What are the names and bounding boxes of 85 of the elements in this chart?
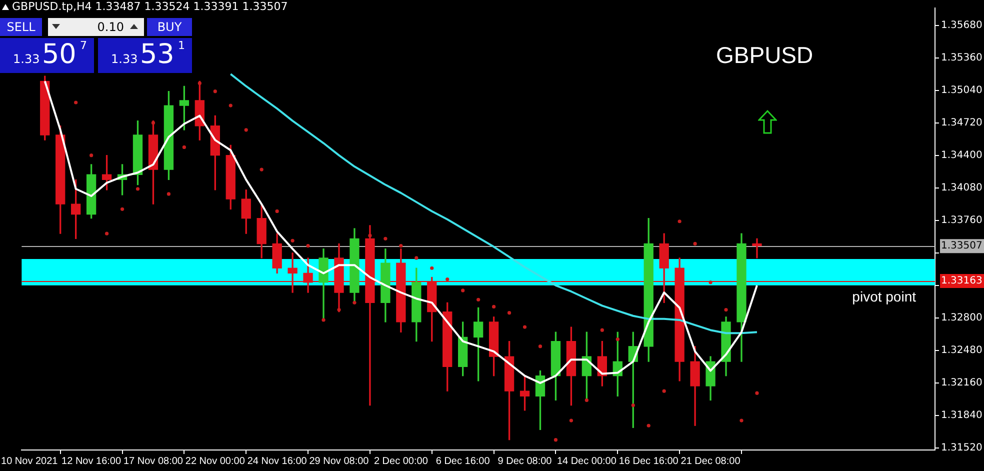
point	[430, 266, 434, 270]
x-tick-label: 14 Dec 00:00	[556, 456, 617, 467]
point	[120, 207, 124, 211]
point	[244, 128, 248, 132]
y-tick-label: 1.34720	[941, 117, 982, 128]
point	[74, 100, 78, 104]
point	[724, 308, 728, 312]
x-tick-label: 29 Nov 08:00	[309, 456, 370, 467]
annotation: 1.33	[111, 52, 138, 66]
point	[368, 234, 372, 238]
annotation: 53	[140, 38, 174, 72]
point	[136, 187, 140, 191]
y-tick-label: 1.35040	[941, 84, 982, 96]
candlestick	[752, 238, 762, 258]
point	[708, 280, 712, 284]
ref-line-label: 1.33163	[941, 276, 982, 287]
ref-line-label: 1.33507	[941, 240, 982, 252]
point	[476, 298, 480, 302]
point	[151, 121, 156, 125]
y-tick-label: 1.35680	[941, 20, 982, 31]
y-tick-label: 1.31840	[941, 410, 982, 422]
x-tick-label: 22 Nov 00:00	[185, 456, 246, 467]
point	[646, 424, 650, 428]
x-tick-label: 16 Dec 16:00	[618, 456, 679, 467]
chart-title: GBPUSD.tp,H4 1.33487 1.33524 1.33391 1.33507	[12, 0, 288, 14]
point	[166, 192, 171, 196]
point	[384, 236, 388, 240]
point	[492, 304, 496, 309]
band-label: pivot point	[852, 288, 916, 304]
y-tick-label: 1.34400	[941, 150, 982, 161]
annotation: 1	[178, 39, 185, 52]
x-tick-label: 6 Dec 16:00	[436, 456, 490, 467]
point	[616, 337, 620, 342]
buy-button: BUY	[147, 18, 192, 36]
point	[755, 391, 759, 395]
point	[740, 418, 744, 422]
lot-size-field: 0.10	[48, 18, 144, 36]
point	[600, 328, 604, 332]
point	[352, 300, 356, 304]
point	[228, 104, 232, 108]
x-tick-label: 9 Dec 08:00	[498, 456, 552, 467]
point	[198, 81, 202, 85]
point	[538, 344, 542, 348]
x-tick-label: 10 Nov 2021	[1, 456, 58, 467]
sell-button: SELL	[0, 18, 42, 36]
y-tick-label: 1.32800	[941, 312, 982, 324]
x-tick-label: 24 Nov 16:00	[247, 456, 308, 467]
y-tick-label: 1.35360	[941, 52, 982, 64]
point	[522, 325, 527, 329]
point	[461, 288, 465, 292]
point	[290, 238, 294, 242]
x-tick-label: 17 Nov 08:00	[123, 456, 184, 467]
y-tick-label: 1.32480	[941, 345, 982, 356]
point	[260, 168, 264, 172]
annotation: GBPUSD	[716, 42, 814, 69]
point	[322, 318, 326, 322]
y-tick-label: 1.33760	[941, 214, 982, 226]
point	[182, 145, 186, 150]
point	[213, 90, 217, 94]
x-tick-label: 12 Nov 16:00	[62, 456, 122, 467]
point	[584, 398, 588, 402]
point	[104, 232, 109, 236]
point	[693, 242, 697, 246]
point	[554, 438, 558, 442]
annotation: 0.10	[97, 19, 124, 36]
point	[446, 277, 450, 282]
point	[399, 244, 403, 248]
point	[337, 308, 341, 312]
y-tick-label: 1.32160	[941, 378, 982, 389]
x-tick-label: 21 Dec 08:00	[680, 456, 741, 467]
point	[569, 418, 574, 422]
point	[90, 154, 94, 158]
y-tick-label: 1.31520	[941, 442, 982, 454]
annotation: 7	[80, 39, 87, 52]
point	[631, 403, 635, 408]
point	[414, 256, 418, 260]
annotation: 1.33	[13, 52, 40, 66]
point	[306, 244, 310, 248]
point	[678, 220, 682, 224]
annotation: 50	[42, 38, 76, 72]
point	[275, 209, 279, 214]
point	[662, 389, 666, 393]
y-tick-label: 1.34080	[941, 182, 982, 194]
point	[507, 311, 512, 315]
x-tick-label: 2 Dec 00:00	[374, 456, 428, 467]
